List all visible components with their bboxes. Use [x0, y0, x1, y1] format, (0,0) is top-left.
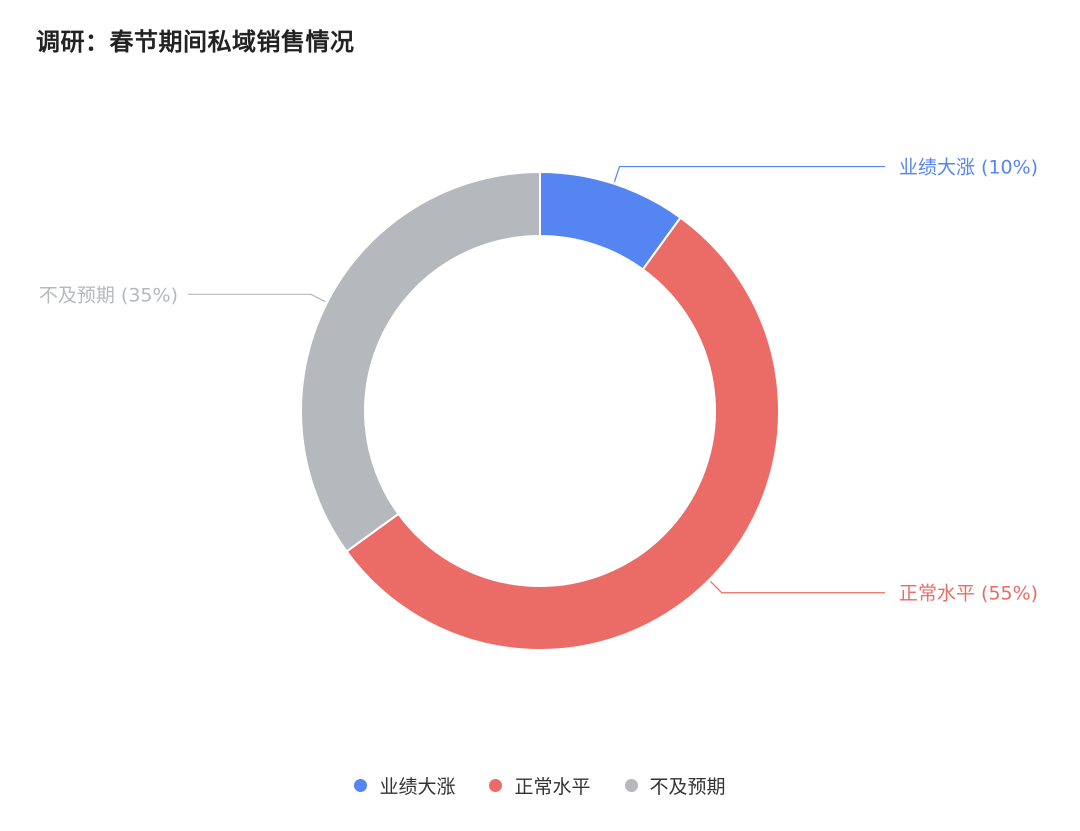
slice-正常水平[interactable]: [345, 216, 780, 651]
legend-item-正常水平[interactable]: 正常水平: [489, 772, 591, 799]
slice-不及预期[interactable]: [300, 170, 541, 553]
data-label-业绩大涨: 业绩大涨 (10%): [899, 157, 1038, 179]
chart-title: 调研：春节期间私域销售情况: [36, 28, 355, 56]
legend: 业绩大涨 正常水平 不及预期: [0, 772, 1080, 799]
leader-line-正常水平: [709, 580, 885, 594]
leader-line-不及预期: [188, 293, 326, 303]
leader-line-业绩大涨: [613, 165, 885, 182]
legend-dot-icon: [624, 779, 638, 792]
data-label-正常水平: 正常水平 (55%): [899, 583, 1038, 605]
legend-item-业绩大涨[interactable]: 业绩大涨: [354, 772, 455, 799]
legend-dot-icon: [489, 779, 503, 792]
legend-item-不及预期[interactable]: 不及预期: [624, 772, 726, 799]
legend-dot-icon: [354, 779, 368, 792]
legend-label: 业绩大涨: [379, 776, 456, 798]
legend-label: 不及预期: [649, 776, 726, 798]
data-label-不及预期: 不及预期 (35%): [39, 284, 178, 306]
legend-label: 正常水平: [514, 776, 591, 798]
